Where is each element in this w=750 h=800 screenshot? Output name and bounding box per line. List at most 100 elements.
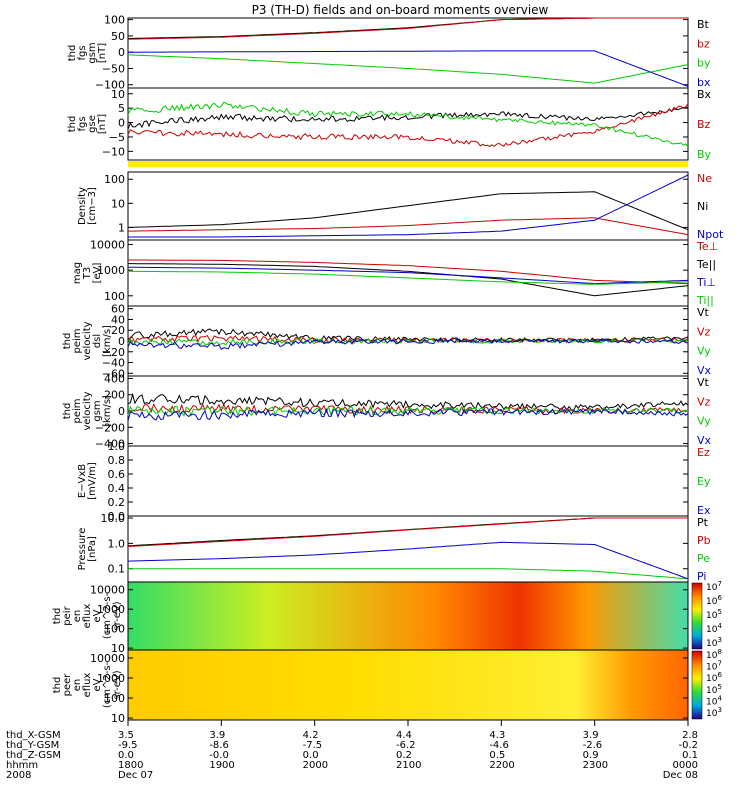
series-temp-Ti xyxy=(127,266,689,285)
axis-row-label: hhmm xyxy=(6,760,38,771)
y-tick-label: 100 xyxy=(104,623,125,636)
svg-text:(cm^2-s-: (cm^2-s- xyxy=(102,592,113,639)
y-tick-label: −200 xyxy=(95,421,125,434)
axis-value: 4.2 xyxy=(303,730,319,741)
y-tick-label: 100 xyxy=(104,290,125,303)
panel-exb: 1.00.80.60.40.20.0 E−VxB [mV/m] Ez Ey Ex xyxy=(77,440,711,523)
axis-value: 3.5 xyxy=(118,730,134,741)
svg-text:en: en xyxy=(72,679,83,692)
y-tick-label: 60 xyxy=(111,303,125,316)
legend-fgs_gse: By xyxy=(697,148,712,161)
svg-text:[nPa]: [nPa] xyxy=(87,536,98,562)
y-tick-label: 200 xyxy=(104,389,125,402)
axis-value: -9.5 xyxy=(118,740,138,751)
colorbar-label: 107 xyxy=(706,580,722,593)
axis-value: 0.9 xyxy=(583,750,599,761)
axis-value: 0.0 xyxy=(303,750,319,761)
axis-row-label: thd_Z-GSM xyxy=(6,750,61,761)
y-tick-label: 400 xyxy=(104,372,125,385)
y-axis-label: thd peir en eflux eV (cm^2-s-sr-eV) xyxy=(52,592,123,639)
axis-value: 4.3 xyxy=(489,730,505,741)
axis-value: 0.0 xyxy=(118,750,134,761)
y-tick-label: 50 xyxy=(111,30,125,43)
y-tick-label: 10 xyxy=(111,197,125,210)
panel-pressure: 10.0 1.0 0.1 Pressure [nPa] Pt Pb Pe Pi xyxy=(77,512,711,583)
axis-value: -2.6 xyxy=(583,740,603,751)
axis-value: 3.9 xyxy=(583,730,599,741)
axis-value: Dec 07 xyxy=(118,770,153,781)
legend-fgs_gsm: bz xyxy=(697,37,710,50)
series-peim_gsm-Vt xyxy=(127,392,689,412)
svg-text:thd: thd xyxy=(52,677,63,694)
y-axis-label: thd fgs gsm [nT] xyxy=(67,42,108,63)
legend-density: Ni xyxy=(697,200,708,213)
axis-value: -6.2 xyxy=(396,740,416,751)
axis-value: 1900 xyxy=(209,760,234,771)
y-tick-label: 0 xyxy=(118,117,125,130)
svg-text:peim: peim xyxy=(72,328,83,353)
series-pressure-Pb xyxy=(127,517,688,547)
y-axis-label: thd peim velocity dsl [km/s] xyxy=(62,321,113,360)
plot-title: P3 (TH-D) fields and on-board moments ov… xyxy=(252,3,549,17)
y-tick-label: 0 xyxy=(118,335,125,348)
axis-value: -8.6 xyxy=(209,740,229,751)
svg-text:velocity: velocity xyxy=(82,321,93,360)
svg-text:en: en xyxy=(72,610,83,623)
panel-frame xyxy=(127,445,689,517)
y-tick-label: −10 xyxy=(102,145,125,158)
series-pressure-Pe xyxy=(128,568,689,580)
axis-value: 0000 xyxy=(673,760,698,771)
spectrogram-peir xyxy=(128,582,688,650)
svg-text:(cm^2-s-: (cm^2-s- xyxy=(102,661,113,708)
y-tick-label: −50 xyxy=(102,62,125,75)
legend-peim_dsl: Vt xyxy=(697,306,710,319)
legend-pressure: Pt xyxy=(697,516,709,529)
panel-peim_gsm: 400 200 0 −200 −400 thd peim velocity gsm [km/s] V… xyxy=(62,372,712,450)
y-tick-label: −100 xyxy=(95,79,125,92)
series-density-Npot xyxy=(128,174,689,238)
svg-text:[nT]: [nT] xyxy=(97,43,108,63)
svg-text:T3: T3 xyxy=(82,267,93,280)
legend-pressure: Pi xyxy=(697,570,706,583)
flag-bar xyxy=(128,161,688,167)
y-tick-label: 10000 xyxy=(90,652,125,665)
svg-text:peim: peim xyxy=(72,398,83,423)
colorbar-label: 103 xyxy=(706,706,722,719)
series-fgs_gse-By xyxy=(127,101,689,148)
y-tick-label: 10000 xyxy=(90,584,125,597)
legend-fgs_gsm: by xyxy=(697,57,711,70)
axis-row-label: thd_Y-GSM xyxy=(6,740,59,751)
y-tick-label: −400 xyxy=(95,438,125,451)
svg-text:fgs: fgs xyxy=(77,116,88,131)
legend-peim_dsl: Vy xyxy=(697,345,711,358)
svg-text:gse: gse xyxy=(87,115,98,133)
axis-value: -7.5 xyxy=(303,740,323,751)
y-tick-label: 10000 xyxy=(90,239,125,252)
legend-temp: Ti|| xyxy=(696,294,714,307)
y-tick-label: 40 xyxy=(111,313,125,326)
y-tick-label: 1000 xyxy=(97,603,125,616)
svg-text:eflux: eflux xyxy=(82,604,93,629)
svg-text:fgs: fgs xyxy=(77,45,88,60)
panel-frame xyxy=(127,87,689,161)
y-axis-label: thd peim velocity gsm [km/s] xyxy=(62,391,113,430)
y-tick-label: 1000 xyxy=(97,264,125,277)
y-tick-label: 0 xyxy=(118,405,125,418)
legend-fgs_gse: Bz xyxy=(697,118,711,131)
axis-value: 3.9 xyxy=(209,730,225,741)
svg-text:sr-eV): sr-eV) xyxy=(112,601,123,630)
series-fgs_gsm-by xyxy=(127,54,689,84)
legend-peim_gsm: Vy xyxy=(697,415,711,428)
axis-value: -0.0 xyxy=(209,750,229,761)
legend-fgs_gsm: Bt xyxy=(697,18,710,31)
legend-exb: Ey xyxy=(697,475,711,488)
svg-text:thd: thd xyxy=(67,116,78,133)
series-temp-Te xyxy=(128,263,689,297)
series-fgs_gse-Bx xyxy=(127,106,689,130)
y-tick-label: 10 xyxy=(111,712,125,725)
axis-value: 2000 xyxy=(303,760,328,771)
